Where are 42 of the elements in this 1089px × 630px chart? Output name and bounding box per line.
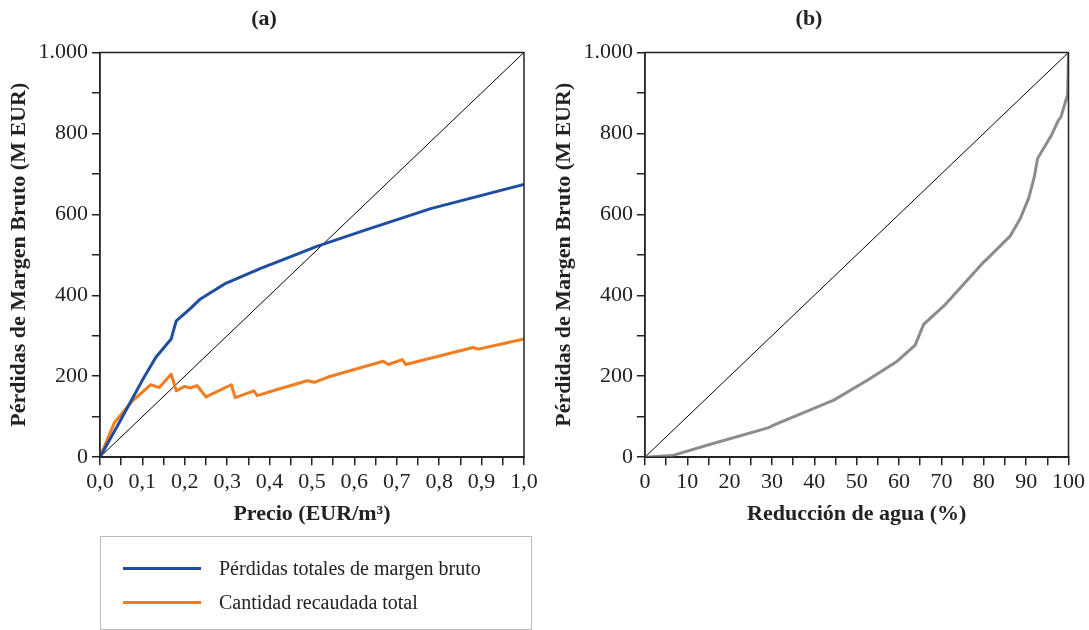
x-tick-label: 60 xyxy=(888,468,911,494)
y-tick-label: 0 xyxy=(621,442,633,468)
x-axis-title: Reducción de agua (%) xyxy=(747,500,967,526)
x-axis-title: Precio (EUR/m³) xyxy=(233,500,391,526)
x-tick-label: 30 xyxy=(760,468,783,494)
y-tick-label: 200 xyxy=(54,362,88,388)
x-tick-label: 0,1 xyxy=(128,468,157,494)
y-tick-label: 0 xyxy=(76,442,88,468)
x-tick-label: 0,4 xyxy=(255,468,284,494)
x-tick-label: 90 xyxy=(1015,468,1038,494)
x-tick-label: 70 xyxy=(930,468,953,494)
y-tick-label: 400 xyxy=(599,281,633,307)
x-tick-label: 10 xyxy=(676,468,699,494)
y-tick-label: 800 xyxy=(54,119,88,145)
y-axis-title: Pérdidas de Margen Bruto (M EUR) xyxy=(4,82,30,427)
x-tick-label: 0,9 xyxy=(467,468,496,494)
x-tick-label: 0,2 xyxy=(170,468,199,494)
y-tick-label: 600 xyxy=(54,200,88,226)
y-axis-title: Pérdidas de Margen Bruto (M EUR) xyxy=(549,82,575,427)
y-tick-label: 400 xyxy=(54,281,88,307)
x-tick-label: 50 xyxy=(845,468,868,494)
chart-title: (a) xyxy=(251,4,277,30)
x-tick-label: 0,5 xyxy=(298,468,326,494)
legend-label: Pérdidas totales de margen bruto xyxy=(219,556,481,580)
x-tick-label: 0,8 xyxy=(425,468,453,494)
x-tick-label: 0,6 xyxy=(340,468,369,494)
x-tick-label: 1,0 xyxy=(510,468,538,494)
chart-title: (b) xyxy=(795,4,823,30)
x-tick-label: 0,3 xyxy=(213,468,241,494)
y-tick-label: 1.000 xyxy=(583,38,633,64)
x-tick-label: 80 xyxy=(972,468,995,494)
y-tick-label: 800 xyxy=(599,119,633,145)
x-tick-label: 40 xyxy=(803,468,826,494)
x-tick-label: 0,7 xyxy=(383,468,411,494)
x-tick-label: 20 xyxy=(718,468,741,494)
x-tick-label: 0,0 xyxy=(86,468,114,494)
x-tick-label: 100 xyxy=(1052,468,1085,494)
legend-label: Cantidad recaudada total xyxy=(219,590,418,614)
x-tick-label: 0 xyxy=(639,468,651,494)
y-tick-label: 600 xyxy=(599,200,633,226)
y-tick-label: 200 xyxy=(599,362,633,388)
y-tick-label: 1.000 xyxy=(38,38,88,64)
